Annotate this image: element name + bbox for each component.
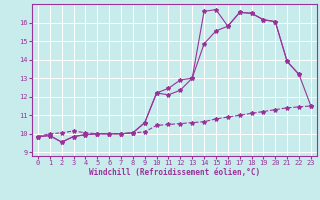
- X-axis label: Windchill (Refroidissement éolien,°C): Windchill (Refroidissement éolien,°C): [89, 168, 260, 177]
